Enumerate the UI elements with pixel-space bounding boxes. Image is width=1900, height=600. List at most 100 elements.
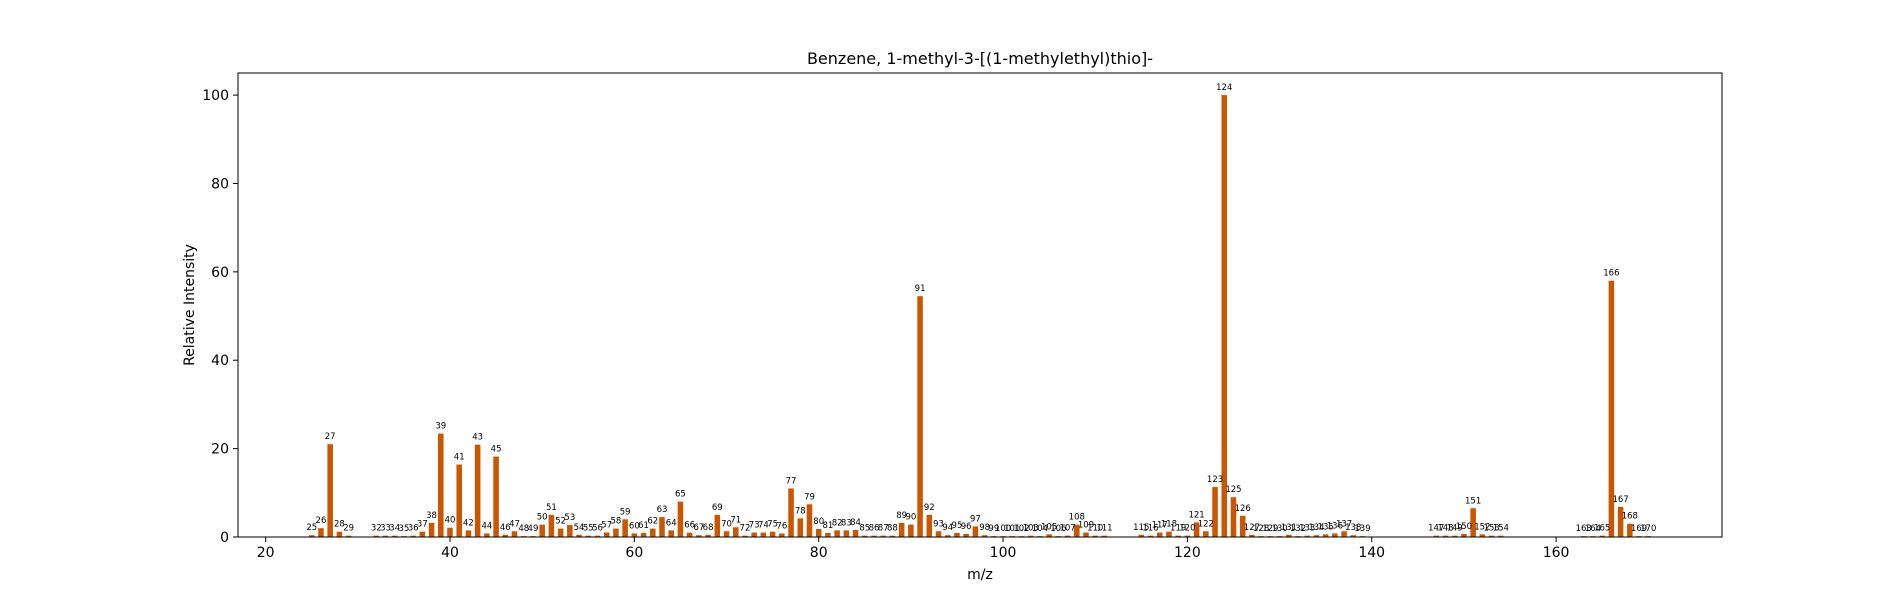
peak-label-mz-64: 64 [666,518,677,528]
peak-label-mz-56: 56 [592,524,603,534]
bar-mz-33 [382,535,389,537]
peak-label-mz-61: 61 [638,521,649,531]
bar-mz-37 [419,531,426,537]
peak-label-mz-69: 69 [712,503,723,513]
bar-mz-45 [493,456,499,537]
x-tick-label-80: 80 [810,545,828,561]
bar-mz-65 [677,501,684,537]
peak-label-mz-133: 133 [1299,524,1315,534]
bar-mz-150 [1461,533,1467,537]
x-tick-label-40: 40 [441,545,459,561]
peak-label-mz-93: 93 [933,519,944,529]
peak-label-mz-134: 134 [1308,523,1324,533]
peak-label-mz-78: 78 [795,506,806,516]
peak-label-mz-51: 51 [546,503,557,513]
peak-label-mz-34: 34 [389,524,400,534]
bar-mz-73 [751,532,757,537]
bar-mz-43 [474,444,481,537]
bar-mz-61 [640,533,647,537]
peak-label-mz-151: 151 [1465,496,1481,506]
peak-label-mz-106: 106 [1050,524,1066,534]
peak-label-mz-62: 62 [647,517,658,527]
peak-label-mz-48: 48 [518,524,529,534]
peak-label-mz-97: 97 [970,514,981,524]
bar-mz-152 [1479,534,1486,537]
peak-label-mz-49: 49 [528,524,539,534]
peak-label-mz-53: 53 [564,513,575,523]
peak-label-mz-150: 150 [1456,522,1472,532]
bar-mz-40 [447,527,453,537]
bar-mz-55 [585,535,592,537]
peak-label-mz-35: 35 [398,524,409,534]
bar-mz-110 [1092,535,1098,537]
peak-label-mz-108: 108 [1069,513,1085,523]
bar-mz-153 [1488,535,1495,537]
peak-label-mz-73: 73 [749,521,760,531]
peak-label-mz-148: 148 [1437,524,1453,534]
peak-label-mz-65: 65 [675,490,686,500]
bar-mz-115 [1138,534,1145,537]
peak-label-mz-137: 137 [1336,519,1352,529]
bar-mz-118 [1166,531,1172,537]
peak-label-mz-120: 120 [1179,524,1195,534]
peak-label-mz-57: 57 [601,521,612,531]
peak-label-mz-87: 87 [878,524,889,534]
bar-mz-77 [788,488,794,537]
peak-label-mz-46: 46 [500,523,511,533]
peak-label-mz-126: 126 [1235,504,1251,514]
bar-mz-50 [539,524,545,537]
bar-mz-83 [843,530,850,537]
peak-label-mz-103: 103 [1023,524,1039,534]
bar-mz-75 [769,531,776,537]
peak-label-mz-136: 136 [1327,521,1343,531]
bar-mz-76 [779,533,785,537]
peak-label-mz-123: 123 [1207,475,1223,485]
bar-mz-85 [862,535,868,537]
bar-mz-165 [1599,535,1605,537]
bar-mz-108 [1074,524,1080,537]
bar-mz-34 [391,535,398,537]
bar-mz-117 [1156,532,1163,537]
peak-label-mz-167: 167 [1612,495,1628,505]
peak-label-mz-59: 59 [620,507,631,517]
peak-label-mz-83: 83 [841,518,852,528]
bar-mz-64 [668,530,674,537]
bar-mz-92 [926,514,933,537]
bar-mz-135 [1322,534,1329,537]
peak-label-mz-163: 163 [1576,524,1592,534]
bar-mz-38 [428,522,435,537]
bar-mz-120 [1184,535,1191,537]
peak-label-mz-37: 37 [417,520,428,530]
bar-mz-86 [871,535,877,537]
bar-mz-84 [852,529,859,537]
bar-mz-126 [1239,515,1246,537]
peak-label-mz-82: 82 [832,518,843,528]
peak-label-mz-36: 36 [408,524,419,534]
bar-mz-69 [714,514,721,537]
peak-label-mz-71: 71 [730,515,741,525]
peak-label-mz-66: 66 [684,521,695,531]
peak-label-mz-96: 96 [961,522,972,532]
bar-mz-125 [1230,497,1237,537]
bar-mz-95 [954,533,960,537]
peak-label-mz-27: 27 [325,432,336,442]
peak-label-mz-90: 90 [905,513,916,523]
bar-mz-42 [465,530,472,537]
peak-label-mz-25: 25 [306,523,317,533]
bar-mz-105 [1046,534,1052,537]
bar-mz-72 [742,535,748,537]
bar-mz-124 [1221,95,1228,537]
bar-mz-138 [1350,535,1357,537]
bar-mz-147 [1433,535,1440,537]
y-tick-label-0: 0 [220,530,229,546]
peak-label-mz-91: 91 [915,284,926,294]
bar-mz-68 [705,534,711,537]
peak-label-mz-50: 50 [537,513,548,523]
bar-mz-123 [1212,487,1218,537]
peak-label-mz-26: 26 [316,516,327,526]
peak-label-mz-102: 102 [1013,524,1029,534]
x-tick-label-120: 120 [1174,545,1201,561]
peak-label-mz-122: 122 [1198,519,1214,529]
peak-label-mz-43: 43 [472,433,483,443]
peak-label-mz-79: 79 [804,492,815,502]
